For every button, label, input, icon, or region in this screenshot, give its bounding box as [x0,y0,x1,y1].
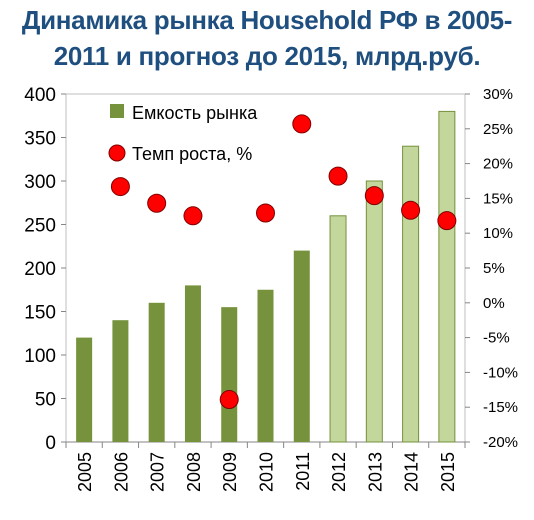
chart-title-line-2: 2011 и прогноз до 2015, млрд.руб. [53,41,481,71]
x-axis-tick-label: 2014 [402,452,422,492]
bar-2015 [438,110,456,443]
growth-point-2014 [401,200,421,220]
x-axis-tick-label: 2011 [293,452,313,491]
x-axis-tick-label: 2008 [184,452,204,492]
bar-2014 [402,145,420,443]
right-axis-tick-label: -20% [483,434,518,451]
left-axis-tick-label: 100 [24,346,56,367]
x-axis-tick-label: 2005 [75,452,95,492]
right-axis-tick-label: 0% [483,295,505,312]
right-axis-tick-label: 25% [483,121,513,138]
bar-2007 [148,302,165,442]
right-axis-tick-label: -5% [483,330,510,347]
left-axis-tick-label: 0 [45,433,56,454]
bar-2013 [365,180,383,443]
x-axis-tick-label: 2007 [148,452,168,492]
right-axis-tick-label: 30% [483,86,513,103]
bar-2010 [257,289,274,442]
x-axis-tick-label: 2010 [257,452,277,492]
left-axis-tick-label: 350 [24,129,56,150]
chart-title: Динамика рынка Household РФ в 2005- 2011… [0,2,534,74]
growth-point-2011 [292,114,312,134]
bar-2009 [221,307,238,442]
left-axis-tick-label: 200 [24,259,56,280]
growth-point-2015 [437,211,457,231]
bar-2011 [293,250,310,442]
growth-point-2010 [256,203,275,223]
x-axis-tick-label: 2009 [220,452,240,492]
legend-bar-label: Емкость рынка [132,103,258,123]
x-axis-tick-label: 2012 [329,452,349,492]
x-axis-tick-label: 2013 [365,452,385,492]
bar-2012 [329,215,347,443]
chart-title-line-1: Динамика рынка Household РФ в 2005- [21,5,513,35]
legend-dot-swatch [108,144,126,162]
growth-point-2009 [219,390,239,410]
right-axis-tick-label: -10% [483,364,518,381]
x-axis-tick-label: 2015 [438,452,458,492]
x-axis-tick-label: 2006 [111,452,131,492]
left-axis-tick-label: 50 [35,390,56,411]
right-axis-tick-label: 15% [483,190,513,207]
growth-point-2013 [364,186,384,206]
bar-2008 [184,285,201,442]
bar-2006 [112,320,129,442]
left-axis-tick-label: 250 [24,216,56,237]
left-axis-tick-label: 150 [24,303,56,324]
right-axis-tick-label: 5% [483,260,505,277]
growth-point-2012 [328,166,348,186]
right-axis-tick-label: 20% [483,156,513,173]
growth-point-2008 [183,206,203,226]
left-axis-tick-label: 300 [24,172,56,193]
legend-dot-label: Темп роста, % [132,144,252,164]
bar-2005 [76,337,93,442]
right-axis-tick-label: 10% [483,225,513,242]
growth-point-2006 [110,177,130,197]
growth-point-2007 [147,193,167,213]
legend-bar-swatch [110,104,124,118]
left-axis-tick-label: 400 [24,85,56,106]
right-axis-tick-label: -15% [483,399,518,416]
